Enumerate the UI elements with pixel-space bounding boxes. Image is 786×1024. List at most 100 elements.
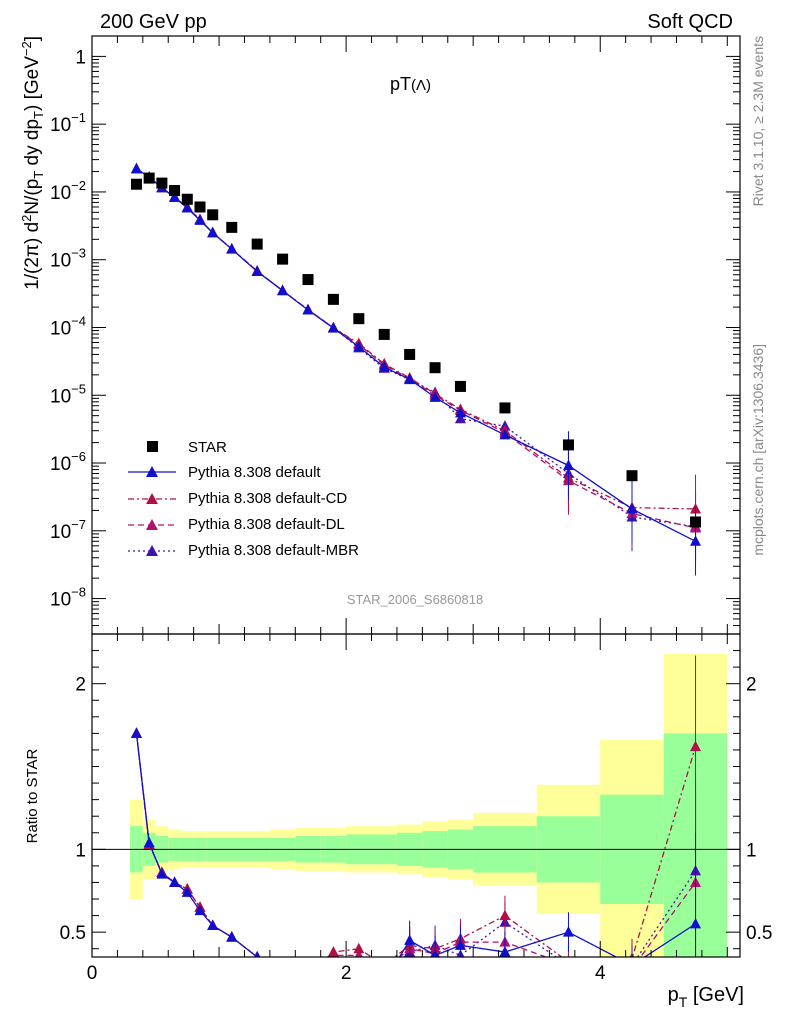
legend-marker-cd <box>146 493 158 504</box>
ratio-point-mbr <box>563 959 574 970</box>
x-ticks: 0 2 4 <box>87 36 728 984</box>
ratio-y-tick-label-right: 2 <box>746 675 757 696</box>
point-data <box>181 193 193 205</box>
point-data <box>378 328 390 340</box>
ratio-point-default <box>130 727 142 738</box>
ratio-point-default <box>194 904 206 916</box>
point-default <box>207 226 219 238</box>
legend-label-star: STAR <box>188 439 227 456</box>
ratio-plot: 0 2 4 0.5 0.5 1 1 2 2 <box>60 36 772 992</box>
main-ticks: 10−8 10−7 10−6 10−5 10−4 10−3 10−2 10−1 1 <box>50 35 740 635</box>
y-tick-label: 10−1 <box>50 110 86 136</box>
x-tick-label: 2 <box>341 963 352 984</box>
y-tick-label: 10−3 <box>50 246 86 272</box>
point-default <box>626 502 638 514</box>
ratio-point-cd <box>303 968 314 979</box>
y-tick-label: 10−4 <box>50 313 86 339</box>
ratio-point-mbr <box>353 959 364 970</box>
point-data <box>130 178 142 190</box>
point-data <box>562 439 574 451</box>
point-data <box>353 313 365 325</box>
point-data <box>143 172 155 184</box>
main-series <box>130 162 702 576</box>
point-data <box>169 185 181 197</box>
ratio-point-mbr <box>379 963 390 974</box>
ratio-y-tick-label: 0.5 <box>60 923 86 944</box>
legend-marker-default <box>146 466 158 477</box>
y-tick-label: 1 <box>75 47 86 68</box>
point-default <box>181 201 193 213</box>
point-default <box>499 428 511 440</box>
ratio-point-default <box>328 979 339 990</box>
ratio-point-dl <box>379 964 390 975</box>
point-data <box>429 362 441 374</box>
point-default <box>251 265 263 276</box>
legend: STAR Pythia 8.308 default Pythia 8.308 d… <box>128 439 359 559</box>
ratio-y-tick-label: 2 <box>75 675 86 696</box>
point-default <box>327 322 339 333</box>
point-data <box>626 470 638 482</box>
ratio-point-mbr <box>277 959 288 970</box>
ratio-point-mbr <box>303 976 314 987</box>
y-tick-label: 10−7 <box>50 517 86 543</box>
series-line-default <box>136 168 696 542</box>
ratio-point-default <box>454 939 466 950</box>
point-data <box>207 209 219 221</box>
ratio-point-default <box>169 876 181 887</box>
point-default <box>194 214 206 225</box>
ratio-point-mbr <box>627 959 638 970</box>
point-default <box>562 459 574 470</box>
point-default <box>302 304 314 315</box>
ratio-line-mbr <box>135 733 697 957</box>
legend-marker-star <box>147 441 158 452</box>
x-tick-label: 0 <box>87 963 98 984</box>
point-data <box>499 402 511 414</box>
legend-label-default: Pythia 8.308 default <box>188 464 321 481</box>
mcplots-label: mcplots.cern.ch [arXiv:1306.3436] <box>750 344 766 556</box>
legend-label-mbr: Pythia 8.308 default-MBR <box>188 542 359 559</box>
legend-label-dl: Pythia 8.308 default-DL <box>188 516 345 533</box>
main-plot: 10−8 10−7 10−6 10−5 10−4 10−3 10−2 10−1 1 <box>50 35 741 635</box>
ratio-point-default <box>303 976 314 987</box>
ratio-point-dl <box>627 963 638 974</box>
ratio-point-mbr <box>328 959 339 970</box>
point-data <box>404 348 416 360</box>
ratio-point-default <box>499 946 511 957</box>
y-axis-label-ratio: Ratio to STAR <box>24 748 41 843</box>
point-data <box>690 516 702 528</box>
y-axis-label-main: 1/(2π) d2N/(pT dy dpT) [GeV−2] <box>19 36 46 290</box>
point-data <box>277 253 289 265</box>
point-default <box>277 284 289 296</box>
ratio-point-default <box>254 951 261 957</box>
legend-marker-mbr <box>146 545 158 556</box>
point-data <box>251 238 263 250</box>
ratio-y-tick-label: 1 <box>75 840 86 861</box>
ratio-point-dl <box>563 959 574 970</box>
ratio-y-tick-label-right: 0.5 <box>746 923 772 944</box>
ratio-bands <box>130 653 728 957</box>
y-tick-label: 10−5 <box>50 381 86 407</box>
point-default <box>226 243 238 254</box>
ratio-point-default <box>156 868 168 879</box>
legend-marker-dl <box>146 519 158 530</box>
ratio-point-cd <box>499 909 511 921</box>
ratio-y-tick-label-right: 1 <box>746 840 757 861</box>
ratio-point-default <box>353 981 364 992</box>
point-data <box>454 380 466 392</box>
point-default <box>130 162 142 174</box>
ratio-point-default <box>404 934 416 945</box>
point-default <box>429 391 441 402</box>
ratio-point-default <box>431 949 440 957</box>
ratio-ticks: 0.5 0.5 1 1 2 2 <box>60 650 772 950</box>
x-tick-label: 4 <box>595 963 606 984</box>
ratio-point-dl <box>303 976 314 987</box>
y-tick-label: 10−8 <box>50 585 86 611</box>
ratio-point-default <box>379 976 390 987</box>
ratio-point-default <box>690 917 702 929</box>
ratio-point-default <box>627 959 638 970</box>
ratio-point-dl <box>277 959 288 970</box>
series-line-cd <box>136 168 696 510</box>
point-default <box>378 361 390 372</box>
ratio-point-cd <box>690 740 702 752</box>
